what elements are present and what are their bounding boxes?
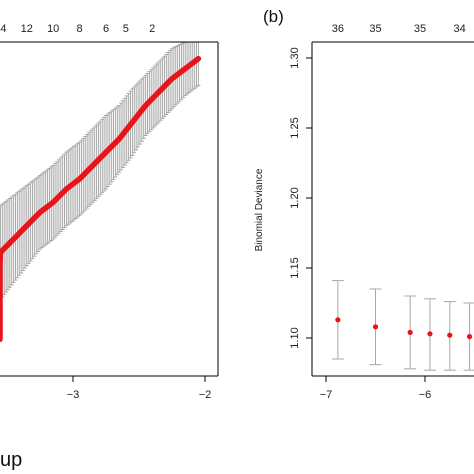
- left-top-count: 14: [0, 23, 7, 35]
- right-data-point: [335, 317, 341, 323]
- right-top-count: 35: [369, 23, 381, 35]
- right-y-tick-label: 1.20: [289, 187, 301, 208]
- right-data-points: [331, 280, 474, 371]
- left-top-counts: 17161412108652: [0, 23, 155, 35]
- right-y-tick-label: 1.15: [289, 257, 301, 278]
- left-panel: −3−2 17161412108652 up: [0, 23, 219, 471]
- right-data-point: [372, 324, 379, 330]
- right-data-point: [407, 329, 413, 335]
- right-y-tick-label: 1.10: [289, 327, 301, 348]
- right-top-count: 35: [414, 23, 426, 35]
- right-data-point: [447, 332, 453, 338]
- left-top-count: 2: [149, 23, 155, 35]
- right-panel: (b) Binomial Deviance 1.101.151.201.251.…: [254, 7, 474, 401]
- right-y-tick-label: 1.25: [289, 117, 301, 138]
- panel-label-b: (b): [263, 7, 284, 26]
- left-x-tick-label: −3: [67, 389, 80, 401]
- right-top-count: 36: [332, 23, 344, 35]
- left-x-tick-label: −2: [199, 389, 212, 401]
- right-x-axis: −7 −6: [320, 376, 432, 401]
- right-y-axis: 1.10 1.15 1.20 1.25 1.30: [289, 47, 312, 349]
- left-top-count: 8: [77, 23, 83, 35]
- right-data-point: [427, 331, 433, 337]
- left-x-axis: −3 −2: [67, 376, 212, 401]
- left-top-count: 12: [21, 23, 33, 35]
- right-top-counts: 36 35 35 34: [332, 23, 466, 35]
- left-top-count: 10: [47, 23, 59, 35]
- right-x-tick-label: −6: [419, 389, 432, 401]
- bottom-text-fragment: up: [0, 449, 22, 471]
- left-top-count: 5: [123, 23, 129, 35]
- right-top-count: 34: [454, 23, 466, 35]
- left-top-count: 6: [103, 23, 109, 35]
- right-x-tick-label: −7: [320, 389, 333, 401]
- right-y-axis-label: Binomial Deviance: [254, 168, 265, 251]
- left-mean-curve: [0, 55, 202, 343]
- right-y-tick-label: 1.30: [289, 47, 301, 68]
- right-data-point: [466, 334, 473, 340]
